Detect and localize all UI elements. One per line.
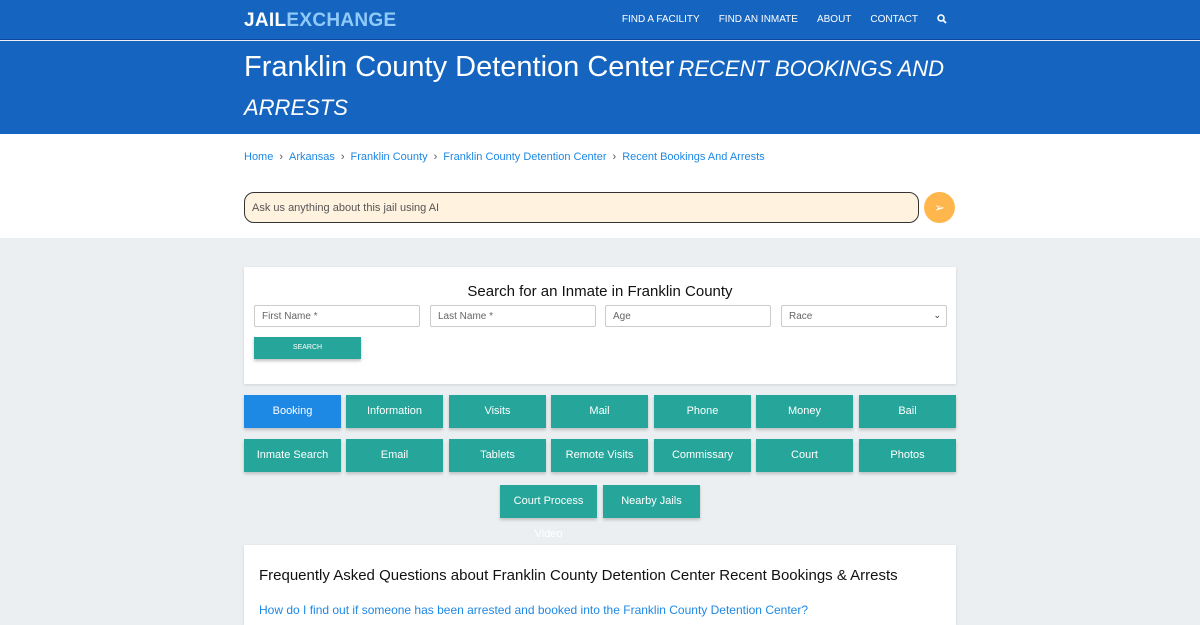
race-select-value: Race — [789, 311, 813, 322]
chevron-right-icon: › — [279, 151, 284, 163]
nav-about[interactable]: ABOUT — [816, 14, 852, 25]
nav-button-photos[interactable]: Photos — [859, 439, 956, 472]
nav-button-money[interactable]: Money — [756, 395, 853, 428]
paper-plane-icon: ➢ — [934, 200, 945, 215]
last-name-input[interactable]: Last Name * — [430, 305, 596, 327]
nav-button-booking[interactable]: Booking — [244, 395, 341, 428]
ai-question-input[interactable]: Ask us anything about this jail using AI — [244, 192, 919, 223]
logo[interactable]: JAILEXCHANGE — [244, 10, 396, 32]
breadcrumb-current[interactable]: Recent Bookings And Arrests — [622, 151, 765, 163]
nav-button-remote-visits[interactable]: Remote Visits — [551, 439, 648, 472]
nav-button-email[interactable]: Email — [346, 439, 443, 472]
nav-find-facility[interactable]: FIND A FACILITY — [621, 14, 700, 25]
nav-find-inmate[interactable]: FIND AN INMATE — [718, 14, 798, 25]
inmate-search-card: Search for an Inmate in Franklin County … — [244, 267, 956, 384]
chevron-right-icon: › — [340, 151, 345, 163]
nav-button-inmate-search[interactable]: Inmate Search — [244, 439, 341, 472]
hero-banner: Franklin County Detention Center RECENT B… — [0, 41, 1200, 134]
search-button[interactable]: SEARCH — [254, 337, 361, 359]
chevron-down-icon: ⌄ — [933, 310, 941, 320]
nav-button-information[interactable]: Information — [346, 395, 443, 428]
breadcrumb-county[interactable]: Franklin County — [350, 151, 428, 163]
logo-jail: JAIL — [244, 10, 287, 31]
top-nav: JAILEXCHANGE FIND A FACILITY FIND AN INM… — [0, 0, 1200, 40]
breadcrumb-home[interactable]: Home — [244, 151, 274, 163]
nav-button-court-process-video[interactable]: Court Process Video — [500, 485, 597, 540]
search-icon[interactable] — [937, 14, 947, 27]
page-subtitle: RECENT BOOKINGS AND ARRESTS — [244, 56, 945, 120]
search-title: Search for an Inmate in Franklin County — [467, 283, 733, 300]
nav-button-tablets[interactable]: Tablets — [449, 439, 546, 472]
logo-exchange: EXCHANGE — [286, 10, 397, 31]
race-select[interactable]: Race ⌄ — [781, 305, 947, 327]
nav-button-court[interactable]: Court — [756, 439, 853, 472]
nav-button-commissary[interactable]: Commissary — [654, 439, 751, 472]
nav-button-mail[interactable]: Mail — [551, 395, 648, 428]
breadcrumb-state[interactable]: Arkansas — [289, 151, 335, 163]
nav-button-visits[interactable]: Visits — [449, 395, 546, 428]
first-name-input[interactable]: First Name * — [254, 305, 420, 327]
faq-title: Frequently Asked Questions about Frankli… — [259, 567, 898, 584]
nav-contact[interactable]: CONTACT — [870, 14, 918, 25]
page-title: Franklin County Detention Center — [244, 51, 675, 83]
faq-question-link[interactable]: How do I find out if someone has been ar… — [259, 603, 809, 617]
top-section: Home › Arkansas › Franklin County › Frankli… — [0, 134, 1200, 238]
nav-button-nearby-jails[interactable]: Nearby Jails — [603, 485, 700, 518]
nav-button-phone[interactable]: Phone — [654, 395, 751, 428]
faq-card: Frequently Asked Questions about Frankli… — [244, 545, 956, 625]
age-input[interactable]: Age — [605, 305, 771, 327]
nav-button-bail[interactable]: Bail — [859, 395, 956, 428]
chevron-right-icon: › — [433, 151, 438, 163]
ai-send-button[interactable]: ➢ — [924, 192, 955, 223]
chevron-right-icon: › — [612, 151, 617, 163]
breadcrumb: Home › Arkansas › Franklin County › Frankli… — [244, 151, 765, 163]
breadcrumb-facility[interactable]: Franklin County Detention Center — [443, 151, 607, 163]
